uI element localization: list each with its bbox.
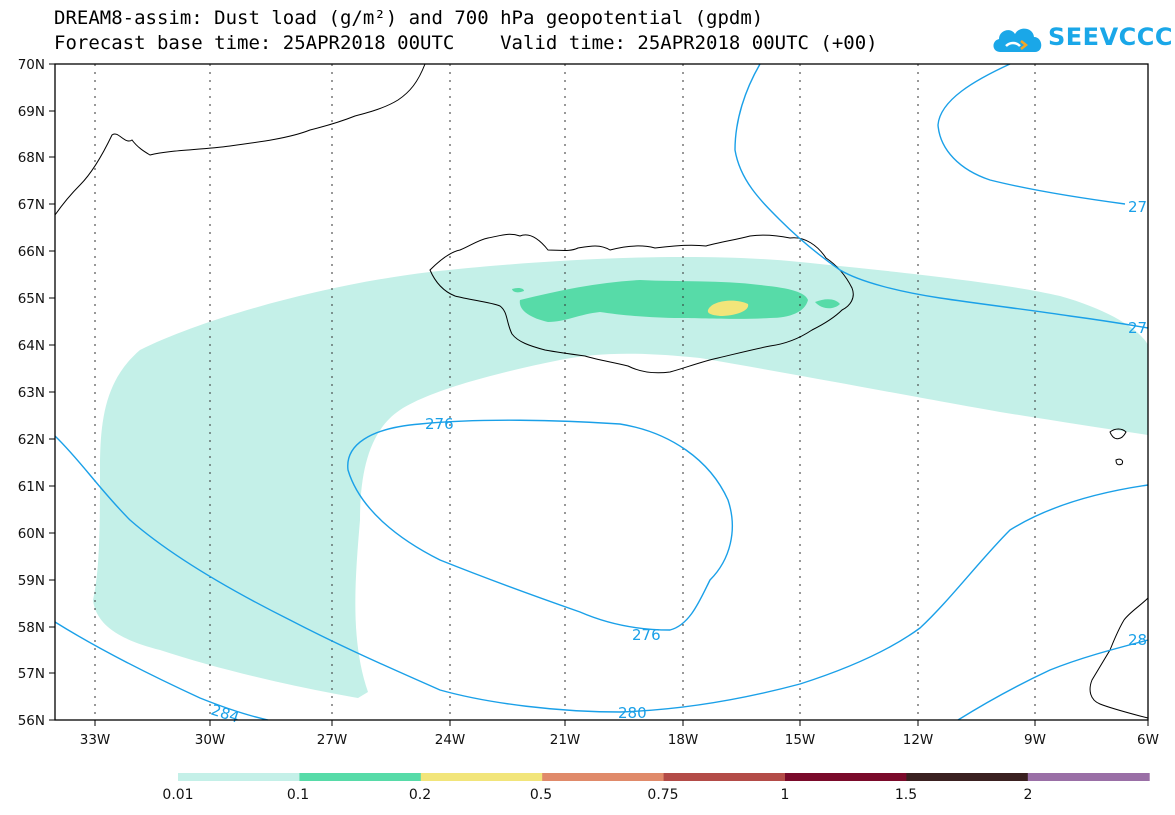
contour-28-se xyxy=(957,639,1149,721)
colorbar-swatch xyxy=(906,773,1029,781)
colorbar-label: 0.2 xyxy=(409,787,431,803)
lat-label: 66N xyxy=(18,244,45,260)
colorbar-label: 0.5 xyxy=(530,787,552,803)
colorbar-label: 0.01 xyxy=(162,787,193,803)
norway-coast xyxy=(1089,597,1149,719)
cloud-icon xyxy=(993,28,1042,52)
lat-label: 60N xyxy=(18,526,45,542)
contour-label-280: 280 xyxy=(618,704,647,722)
colorbar-swatch xyxy=(420,773,543,781)
dust-area-0.01 xyxy=(93,256,1148,698)
contour-label-28: 28 xyxy=(1128,631,1147,649)
contour-label-27: 27 xyxy=(1128,198,1147,216)
colorbar-swatch xyxy=(542,773,665,781)
contour-284 xyxy=(54,621,269,721)
colorbar-label: 1.5 xyxy=(895,787,917,803)
lat-label: 70N xyxy=(18,57,45,73)
lon-label: 6W xyxy=(1137,732,1159,748)
lon-axis: 33W 30W 27W 24W 21W 18W 15W 12W 9W 6W xyxy=(80,720,1159,748)
colorbar-swatch xyxy=(663,773,786,781)
lat-axis: 70N 69N 68N 67N 66N 65N 64N 63N 62N 61N … xyxy=(18,57,55,729)
forecast-time-line: Forecast base time: 25APR2018 00UTC Vali… xyxy=(54,32,878,54)
greenland-coast xyxy=(54,63,426,216)
lat-label: 63N xyxy=(18,385,45,401)
contour-27-north xyxy=(734,63,1149,329)
dust-area-0.2 xyxy=(707,300,749,316)
lat-label: 57N xyxy=(18,666,45,682)
contour-label-276: 276 xyxy=(632,626,661,644)
lat-label: 68N xyxy=(18,150,45,166)
coastlines xyxy=(54,63,1149,719)
lon-label: 33W xyxy=(80,732,111,748)
contour-280 xyxy=(54,435,1149,713)
contour-27-ne xyxy=(937,63,1126,205)
lat-label: 62N xyxy=(18,432,45,448)
colorbar-swatch xyxy=(1027,773,1150,781)
lon-label: 12W xyxy=(903,732,934,748)
lat-label: 64N xyxy=(18,338,45,354)
colorbar-label: 2 xyxy=(1024,787,1033,803)
lon-label: 15W xyxy=(785,732,816,748)
iceland-coast xyxy=(429,233,854,374)
contour-label-276: 276 xyxy=(425,415,454,433)
contour-276-closed xyxy=(347,419,734,631)
lat-label: 67N xyxy=(18,197,45,213)
colorbar-label: 0.75 xyxy=(647,787,678,803)
lat-label: 69N xyxy=(18,104,45,120)
colorbar-label: 1 xyxy=(781,787,790,803)
grid-lines xyxy=(94,64,1036,720)
lon-label: 18W xyxy=(668,732,699,748)
contour-label-27: 27 xyxy=(1128,319,1147,337)
faroe-islands xyxy=(1109,428,1127,466)
map-title: DREAM8-assim: Dust load (g/m²) and 700 h… xyxy=(54,7,764,29)
lat-label: 61N xyxy=(18,479,45,495)
seevccc-logo: SEEVCCC xyxy=(990,22,1173,58)
dust-area-0.1-east xyxy=(815,299,840,309)
colorbar-swatch xyxy=(785,773,907,781)
lon-label: 21W xyxy=(550,732,581,748)
lat-label: 58N xyxy=(18,620,45,636)
colorbar-swatch xyxy=(299,773,422,781)
lon-label: 30W xyxy=(195,732,226,748)
lat-label: 56N xyxy=(18,713,45,729)
lat-label: 59N xyxy=(18,573,45,589)
logo-text: SEEVCCC xyxy=(1048,23,1173,51)
colorbar-label: 0.1 xyxy=(287,787,309,803)
dust-load-shading xyxy=(93,256,1148,698)
dust-area-0.1-west xyxy=(512,287,524,293)
contour-label-284: 284 xyxy=(209,701,242,727)
lon-label: 9W xyxy=(1024,732,1046,748)
colorbar-swatches xyxy=(178,773,1150,781)
colorbar: 0.01 0.1 0.2 0.5 0.75 1 1.5 2 xyxy=(162,773,1150,803)
lat-label: 65N xyxy=(18,291,45,307)
lon-label: 27W xyxy=(317,732,348,748)
lon-label: 24W xyxy=(435,732,466,748)
geopotential-contours xyxy=(54,63,1149,721)
colorbar-swatch xyxy=(178,773,300,781)
